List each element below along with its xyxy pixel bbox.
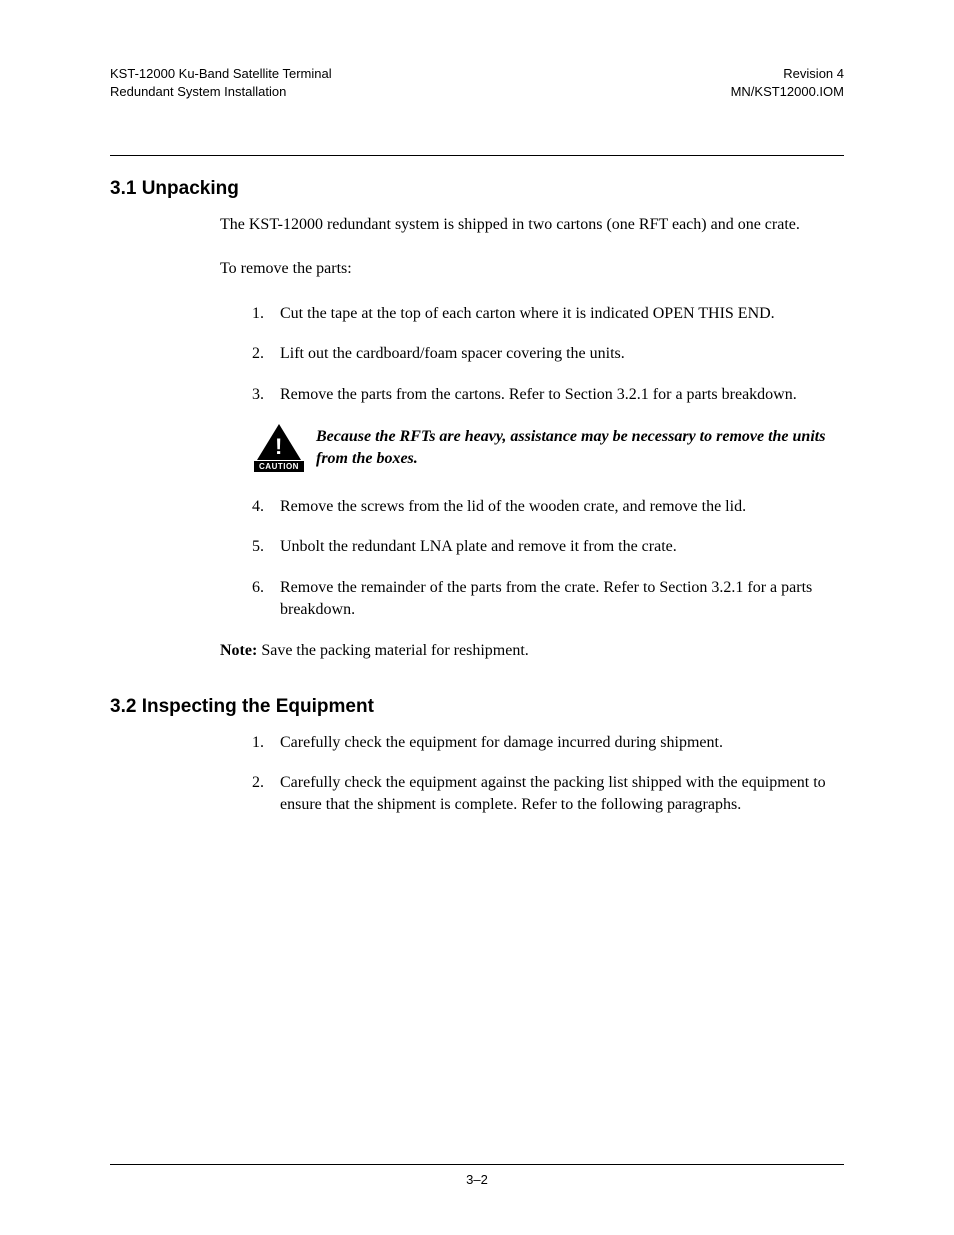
warning-triangle-icon: ! <box>257 424 301 460</box>
header-divider <box>110 155 844 156</box>
step-number: 2. <box>252 772 280 817</box>
step-text: Unbolt the redundant LNA plate and remov… <box>280 536 844 558</box>
step-text: Cut the tape at the top of each carton w… <box>280 303 844 325</box>
step-number: 5. <box>252 536 280 558</box>
caution-block: ! CAUTION Because the RFTs are heavy, as… <box>254 424 844 472</box>
exclamation-icon: ! <box>275 434 282 460</box>
note-line: Note: Save the packing material for resh… <box>220 642 844 660</box>
doc-subtitle: Redundant System Installation <box>110 83 332 101</box>
doc-code: MN/KST12000.IOM <box>731 83 844 101</box>
step-text: Remove the parts from the cartons. Refer… <box>280 384 844 406</box>
step-number: 1. <box>252 732 280 754</box>
section-3-2-heading: 3.2 Inspecting the Equipment <box>110 696 844 718</box>
step-text: Carefully check the equipment for damage… <box>280 732 844 754</box>
page-number: 3–2 <box>0 1172 954 1187</box>
header-right: Revision 4 MN/KST12000.IOM <box>731 65 844 100</box>
step-3: 3. Remove the parts from the cartons. Re… <box>252 384 844 406</box>
step-1: 1. Cut the tape at the top of each carto… <box>252 303 844 325</box>
header-left: KST-12000 Ku-Band Satellite Terminal Red… <box>110 65 332 100</box>
steps-list-1: 1. Cut the tape at the top of each carto… <box>220 303 844 406</box>
step-text: Remove the remainder of the parts from t… <box>280 577 844 622</box>
step-number: 4. <box>252 496 280 518</box>
inspect-step-2: 2. Carefully check the equipment against… <box>252 772 844 817</box>
step-6: 6. Remove the remainder of the parts fro… <box>252 577 844 622</box>
revision: Revision 4 <box>731 65 844 83</box>
note-label: Note: <box>220 642 257 659</box>
step-number: 1. <box>252 303 280 325</box>
inspection-list: 1. Carefully check the equipment for dam… <box>220 732 844 817</box>
step-4: 4. Remove the screws from the lid of the… <box>252 496 844 518</box>
footer-divider <box>110 1164 844 1165</box>
step-text: Lift out the cardboard/foam spacer cover… <box>280 343 844 365</box>
caution-text: Because the RFTs are heavy, assistance m… <box>316 424 844 469</box>
step-number: 2. <box>252 343 280 365</box>
step-text: Remove the screws from the lid of the wo… <box>280 496 844 518</box>
step-number: 3. <box>252 384 280 406</box>
caution-label: CAUTION <box>254 461 304 472</box>
inspect-step-1: 1. Carefully check the equipment for dam… <box>252 732 844 754</box>
steps-list-2: 4. Remove the screws from the lid of the… <box>220 496 844 622</box>
note-text: Save the packing material for reshipment… <box>257 642 528 659</box>
step-2: 2. Lift out the cardboard/foam spacer co… <box>252 343 844 365</box>
step-text: Carefully check the equipment against th… <box>280 772 844 817</box>
intro-paragraph: The KST-12000 redundant system is shippe… <box>220 214 844 236</box>
doc-title: KST-12000 Ku-Band Satellite Terminal <box>110 65 332 83</box>
lead-text: To remove the parts: <box>220 258 844 280</box>
step-5: 5. Unbolt the redundant LNA plate and re… <box>252 536 844 558</box>
caution-icon: ! CAUTION <box>254 424 304 472</box>
page-header: KST-12000 Ku-Band Satellite Terminal Red… <box>110 65 844 100</box>
section-3-1-heading: 3.1 Unpacking <box>110 178 844 200</box>
step-number: 6. <box>252 577 280 622</box>
